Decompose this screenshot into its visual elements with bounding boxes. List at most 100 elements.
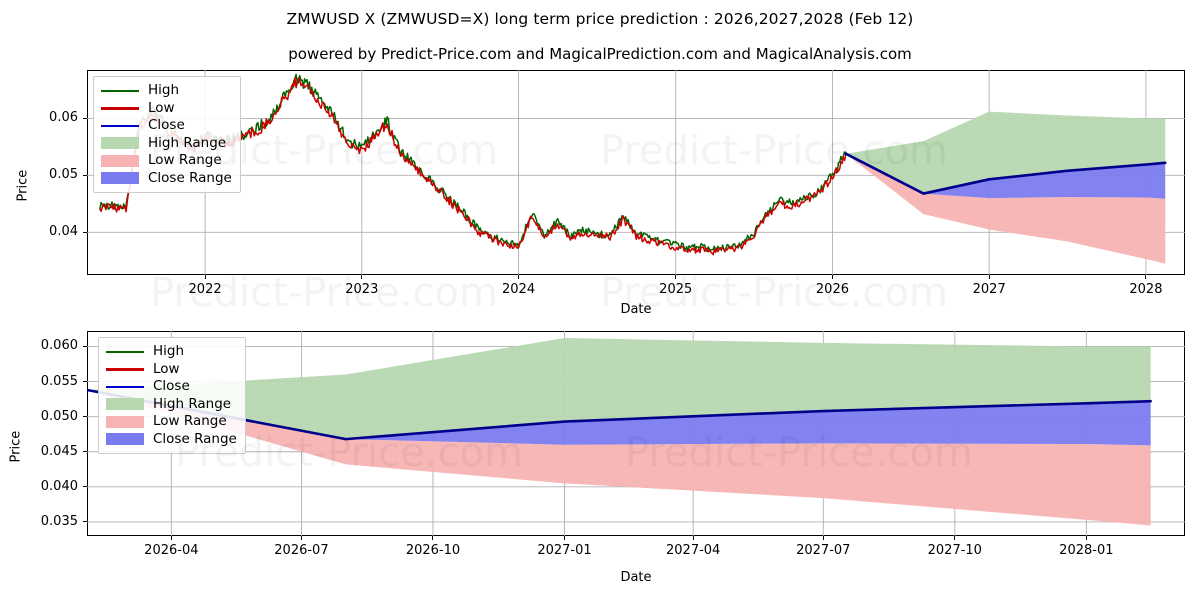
legend-line-swatch-icon <box>101 119 139 133</box>
page-title: ZMWUSD X (ZMWUSD=X) long term price pred… <box>286 10 914 28</box>
y-tick-label: 0.035 <box>40 513 78 529</box>
top-x-axis-label: Date <box>620 302 652 317</box>
series-close <box>87 388 1152 441</box>
bottom-legend-label: Low <box>153 360 180 377</box>
top-legend-label: Low Range <box>148 152 222 168</box>
x-tickmark <box>822 536 824 540</box>
top-legend-label: Low <box>148 99 175 116</box>
x-tick-label: 2027-10 <box>927 543 982 558</box>
y-tick-label: 0.04 <box>49 224 78 240</box>
x-tick-label: 2024 <box>502 282 536 297</box>
x-tick-label: 2023 <box>345 282 379 297</box>
y-tick-label: 0.045 <box>40 443 78 459</box>
y-tickmark <box>83 345 87 347</box>
bottom-y-axis-label: Price <box>8 430 24 463</box>
top-legend-item[interactable]: Low Range <box>101 152 232 170</box>
x-tick-label: 2026 <box>815 282 849 297</box>
top-legend-item[interactable]: Close Range <box>101 170 232 188</box>
y-tickmark <box>83 486 87 488</box>
top-legend-item[interactable]: High <box>101 82 232 100</box>
bottom-legend-label: Low Range <box>153 413 227 429</box>
bottom-legend-item[interactable]: Close Range <box>106 431 237 449</box>
y-tickmark <box>83 174 87 176</box>
top-legend-label: High <box>148 82 180 98</box>
x-tick-label: 2026-10 <box>405 543 461 558</box>
y-tickmark <box>83 416 87 418</box>
y-tickmark <box>83 117 87 119</box>
bottom-legend-item[interactable]: Low Range <box>106 413 237 431</box>
band-close-range <box>87 389 1151 446</box>
x-tick-label: 2027-04 <box>666 543 721 558</box>
band-high-range <box>845 111 1166 194</box>
band-low-range <box>87 389 1151 526</box>
x-tick-label: 2027 <box>972 282 1006 297</box>
top-legend-label: High Range <box>148 134 227 151</box>
x-tickmark <box>204 275 206 279</box>
band-high-range <box>87 338 1151 440</box>
x-tickmark <box>300 536 302 540</box>
top-chart-legend: High Low Close High Range Low Range Close Ran… <box>93 76 241 193</box>
x-tickmark <box>1145 275 1147 279</box>
legend-patch-swatch-icon <box>101 154 139 168</box>
top-legend-label: Close <box>148 117 185 133</box>
x-tickmark <box>361 275 363 279</box>
x-tick-label: 2028-01 <box>1059 543 1114 558</box>
x-tickmark <box>170 536 172 540</box>
bottom-legend-label: High Range <box>153 395 232 412</box>
legend-line-swatch-icon <box>101 84 139 98</box>
y-tickmark <box>83 231 87 233</box>
y-tick-label: 0.055 <box>40 373 78 389</box>
band-close-range <box>845 153 1166 199</box>
y-tickmark <box>83 381 87 383</box>
page-subtitle: powered by Predict-Price.com and Magical… <box>288 45 912 63</box>
y-tick-label: 0.040 <box>40 478 78 494</box>
bottom-legend-label: Close <box>153 378 190 394</box>
x-tick-label: 2028 <box>1129 282 1163 297</box>
bottom-legend-label: Close Range <box>153 430 237 447</box>
bottom-legend-item[interactable]: Close <box>106 378 237 396</box>
top-chart-panel <box>87 70 1185 275</box>
top-chart-plot <box>87 70 1185 275</box>
y-tickmark <box>83 521 87 523</box>
x-tickmark <box>954 536 956 540</box>
bottom-legend-label: High <box>153 343 185 359</box>
x-tickmark <box>1085 536 1087 540</box>
y-tick-label: 0.05 <box>49 167 78 183</box>
bottom-x-axis-label: Date <box>620 570 652 585</box>
bottom-chart-legend: High Low Close High Range Low Range Close Ran… <box>98 337 246 454</box>
legend-line-swatch-icon <box>101 101 139 115</box>
bottom-chart-panel <box>87 331 1185 536</box>
x-tick-label: 2026-07 <box>274 543 329 558</box>
x-tickmark <box>831 275 833 279</box>
x-tickmark <box>692 536 694 540</box>
top-legend-item[interactable]: Low <box>101 100 232 118</box>
legend-patch-swatch-icon <box>106 415 144 429</box>
top-legend-item[interactable]: High Range <box>101 135 232 153</box>
band-low-range <box>845 153 1166 264</box>
x-tickmark <box>518 275 520 279</box>
top-legend-item[interactable]: Close <box>101 117 232 135</box>
legend-patch-swatch-icon <box>106 432 144 446</box>
x-tick-label: 2025 <box>659 282 693 297</box>
x-tick-label: 2022 <box>188 282 222 297</box>
legend-line-swatch-icon <box>106 345 144 359</box>
x-tick-label: 2027-01 <box>537 543 592 558</box>
x-tickmark <box>675 275 677 279</box>
bottom-chart-plot <box>87 331 1185 536</box>
top-legend-label: Close Range <box>148 169 232 186</box>
x-tick-label: 2027-07 <box>796 543 851 558</box>
x-tickmark <box>564 536 566 540</box>
y-tick-label: 0.060 <box>40 338 78 354</box>
y-tick-label: 0.06 <box>49 110 78 126</box>
x-tickmark <box>988 275 990 279</box>
x-tick-label: 2026-04 <box>144 543 199 558</box>
x-tickmark <box>432 536 434 540</box>
legend-patch-swatch-icon <box>101 136 139 150</box>
y-tick-label: 0.050 <box>40 408 78 424</box>
y-tickmark <box>83 451 87 453</box>
bottom-legend-item[interactable]: High Range <box>106 396 237 414</box>
bottom-legend-item[interactable]: Low <box>106 361 237 379</box>
legend-patch-swatch-icon <box>106 397 144 411</box>
bottom-legend-item[interactable]: High <box>106 343 237 361</box>
